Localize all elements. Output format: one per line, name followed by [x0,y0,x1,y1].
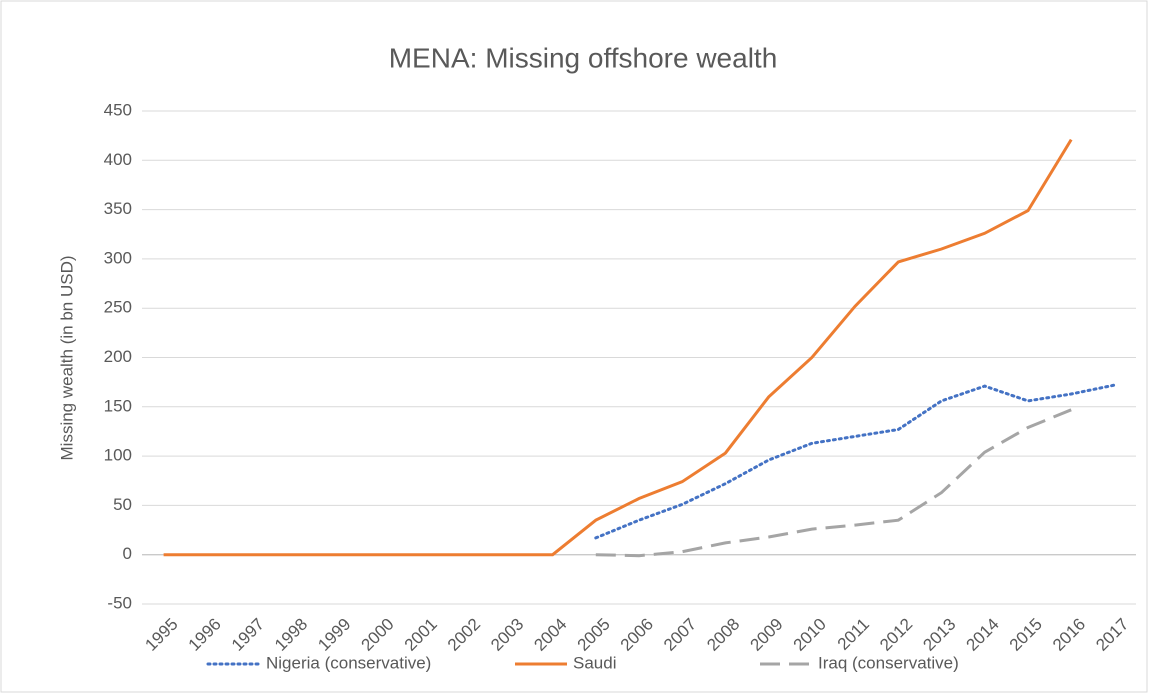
y-tick-label: 100 [104,446,132,465]
series-line [595,408,1072,558]
series-line [163,138,1073,557]
y-tick-label: 350 [104,199,132,218]
y-tick-label: 400 [104,150,132,169]
y-tick-label: 200 [104,347,132,366]
legend-label: Saudi [573,653,616,672]
y-tick-label: 250 [104,298,132,317]
y-axis-label: Missing wealth (in bn USD) [57,255,76,460]
y-tick-label: 300 [104,248,132,267]
legend-label: Iraq (conservative) [818,653,959,672]
y-tick-label: 150 [104,396,132,415]
y-tick-label: 450 [104,100,132,119]
y-tick-label: 0 [123,544,132,563]
series-line [594,383,1116,540]
chart-title: MENA: Missing offshore wealth [389,42,778,73]
legend-label: Nigeria (conservative) [266,653,431,672]
y-tick-label: 50 [113,495,132,514]
y-tick-label: -50 [107,593,132,612]
